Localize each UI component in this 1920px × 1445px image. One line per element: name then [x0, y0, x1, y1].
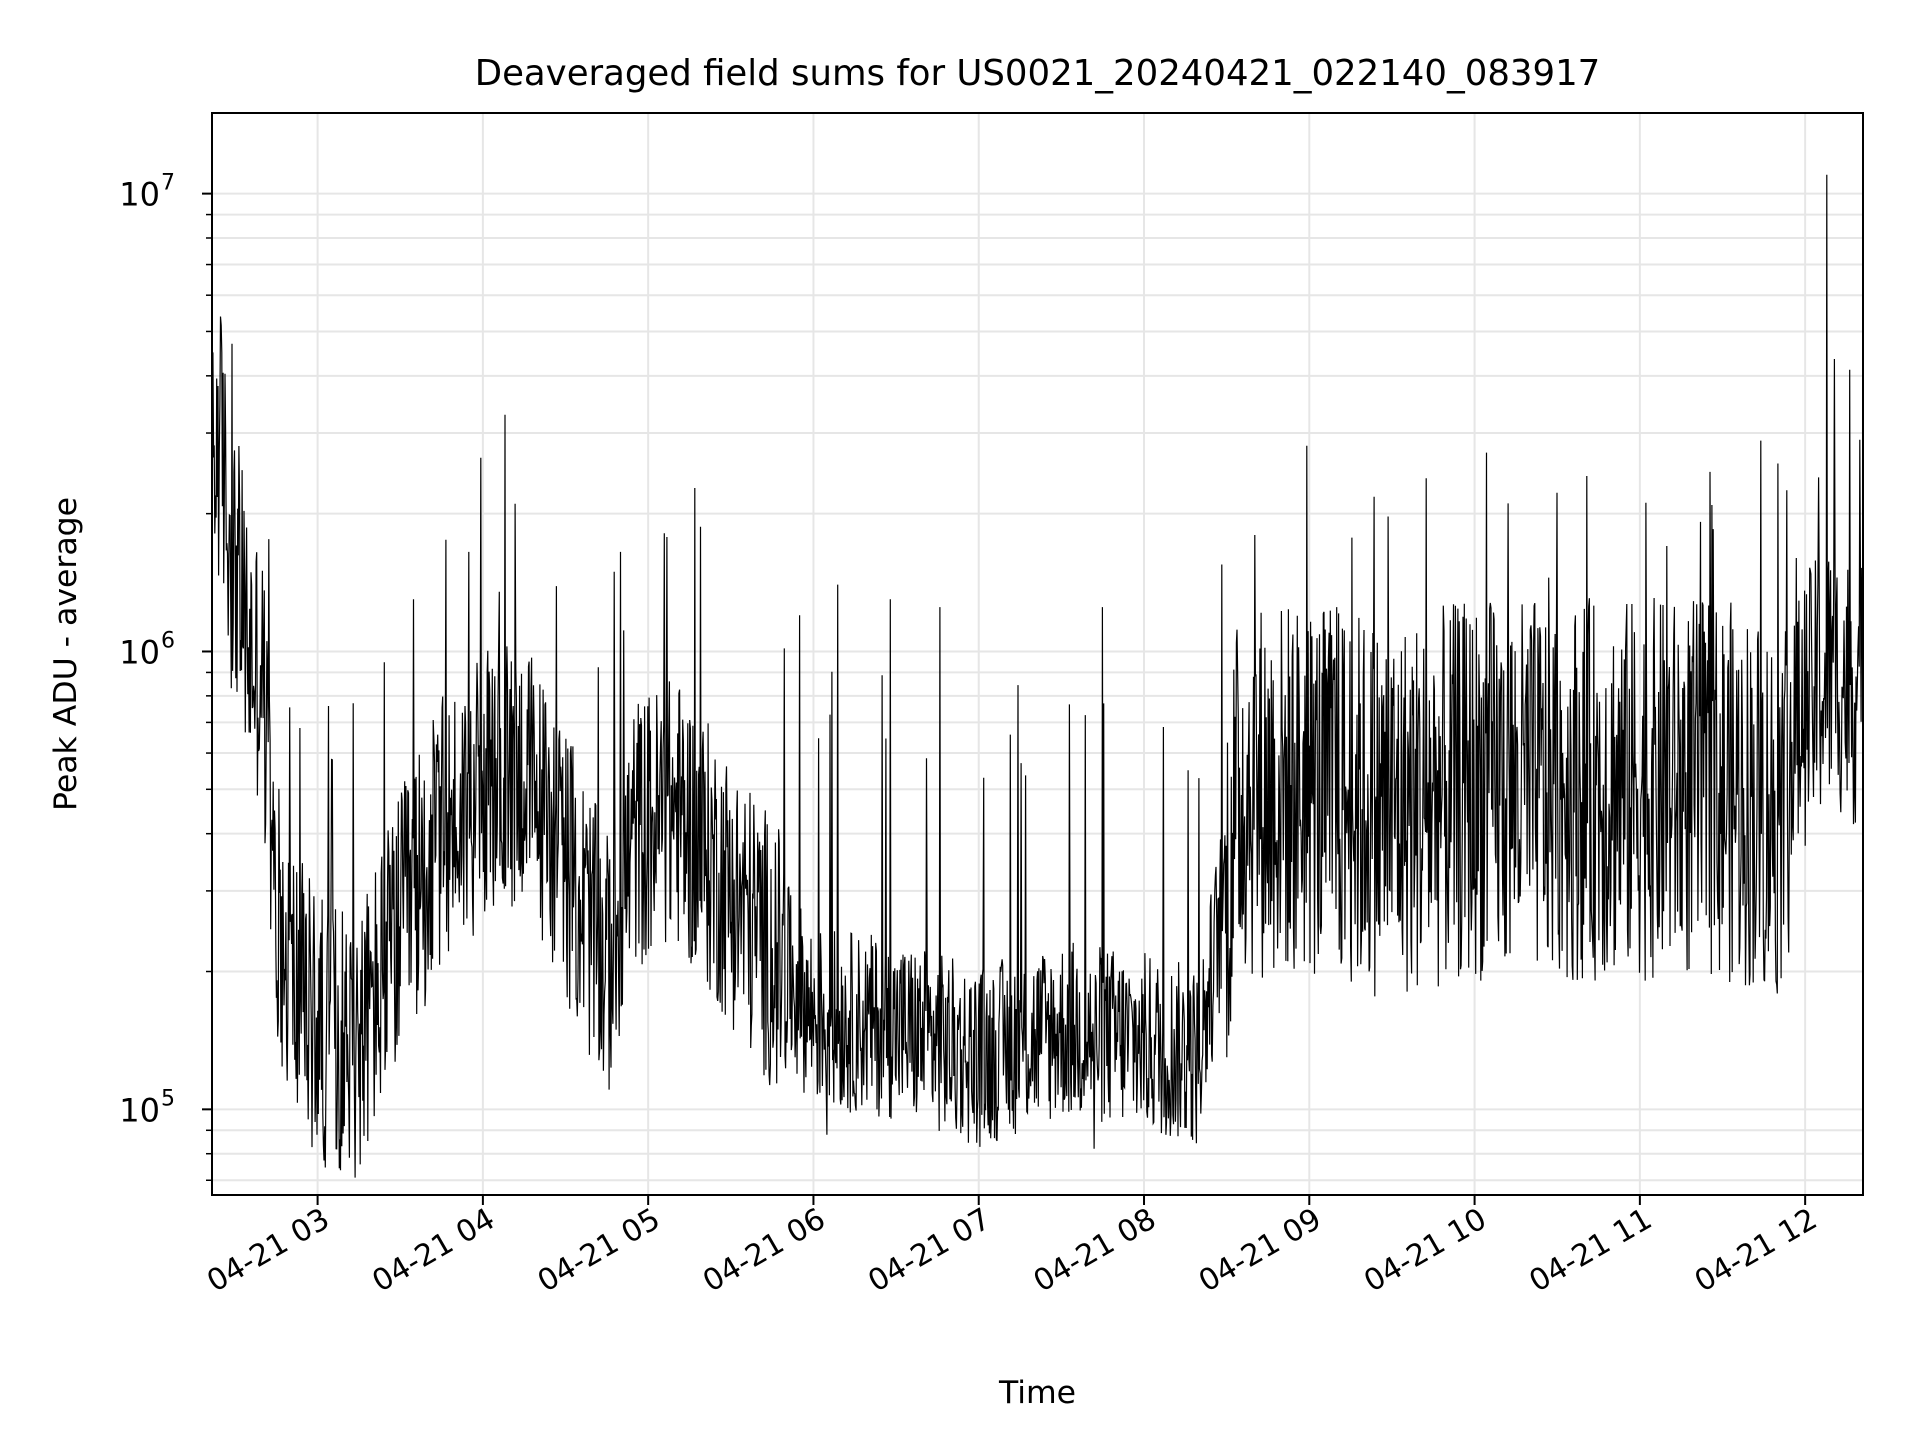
y-tick-label: 10 5 — [119, 1086, 175, 1129]
y-tick-exponent: 7 — [161, 171, 175, 196]
series-line — [212, 174, 1864, 1178]
x-axis-label: Time — [998, 1375, 1076, 1411]
plot-frame — [211, 112, 1864, 1196]
chart-title: Deaveraged field sums for US0021_2024042… — [475, 53, 1601, 94]
y-tick-base: 10 — [119, 633, 160, 671]
y-tick-label: 10 7 — [119, 171, 175, 214]
y-tick-exponent: 6 — [161, 628, 175, 653]
y-tick-label: 10 6 — [119, 628, 175, 671]
y-tick-base: 10 — [119, 176, 160, 214]
series-group — [212, 174, 1864, 1178]
y-tick-base: 10 — [119, 1091, 160, 1129]
y-tick-exponent: 5 — [161, 1086, 175, 1111]
y-axis-label: Peak ADU - average — [48, 497, 84, 811]
